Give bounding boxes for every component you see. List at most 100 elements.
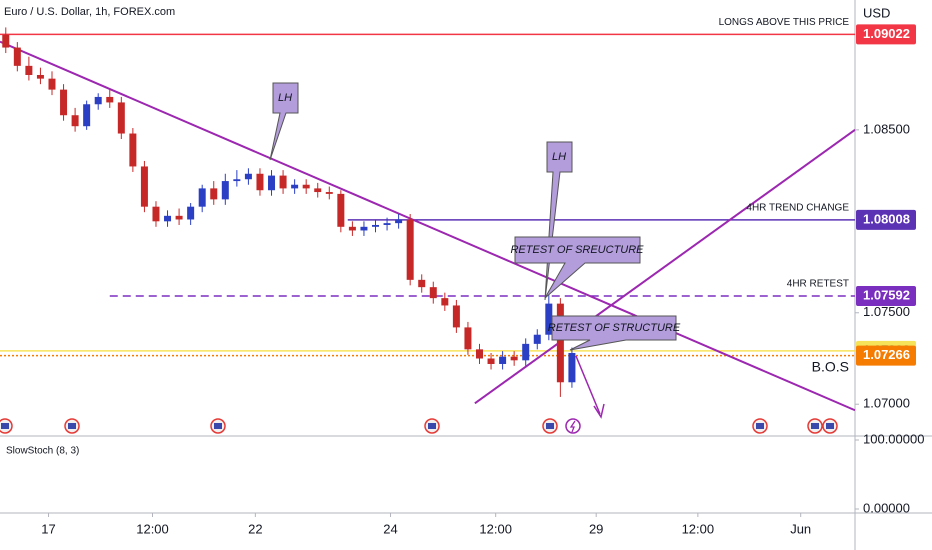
candle-body xyxy=(441,298,449,306)
candle-body xyxy=(48,78,56,90)
candle-body xyxy=(337,193,345,227)
annotation: LH xyxy=(278,92,292,104)
candle-body xyxy=(487,358,495,364)
callout-shape xyxy=(544,141,573,301)
x-tick-label: 24 xyxy=(383,521,397,536)
candle-body xyxy=(36,74,44,79)
price-badge xyxy=(856,209,916,230)
level-label: 4HR RETEST xyxy=(787,279,849,290)
candle-body xyxy=(83,104,91,127)
callout-shape xyxy=(514,236,641,299)
candle-body xyxy=(140,166,148,207)
callout-retest-2: RETEST OF STRUCTURE xyxy=(548,315,681,351)
candle-body xyxy=(545,303,553,335)
candle-body xyxy=(175,215,183,220)
candle-body xyxy=(522,343,530,361)
candle-body xyxy=(13,47,21,66)
callout-lh-2: LH xyxy=(544,141,573,301)
callout-shape xyxy=(269,82,299,161)
indicator-name: SlowStoch (8, 3) xyxy=(6,446,79,457)
callout-lh-1: LH xyxy=(269,82,299,161)
currency-label: USD xyxy=(863,5,890,20)
chart-title: Euro / U.S. Dollar, 1h, FOREX.com xyxy=(4,6,175,18)
candle-body xyxy=(556,303,564,383)
candle-body xyxy=(499,356,507,364)
price-badge xyxy=(856,285,916,306)
candle-body xyxy=(510,356,518,361)
x-tick-label: 22 xyxy=(248,521,262,536)
candle-body xyxy=(164,215,172,222)
candle-body xyxy=(198,188,206,207)
candle-body xyxy=(325,192,333,194)
x-tick-label: 29 xyxy=(589,521,603,536)
x-tick-label: 17 xyxy=(41,521,55,536)
x-tick-label: 12:00 xyxy=(682,521,715,536)
candle-body xyxy=(406,219,414,280)
y-tick-label: 1.07000 xyxy=(863,396,910,411)
trendline xyxy=(0,40,856,412)
price-badge xyxy=(856,345,916,366)
arrow xyxy=(575,355,605,419)
candle-body xyxy=(221,181,229,200)
price-badge-label: 1.07592 xyxy=(863,287,910,302)
candle-body xyxy=(314,188,322,193)
event-flag xyxy=(1,423,9,429)
annotation: LH xyxy=(552,151,566,163)
callout-shape xyxy=(551,315,677,351)
candle-body xyxy=(106,96,114,103)
candle-body xyxy=(533,334,541,344)
candle-body xyxy=(372,224,380,227)
indicator-tick-label: 100.00000 xyxy=(863,431,924,446)
candle-body xyxy=(268,175,276,191)
candle-body xyxy=(244,173,252,180)
candle-body xyxy=(210,188,218,200)
event-flag xyxy=(756,423,764,429)
event-icon xyxy=(565,418,581,434)
y-tick-label: 1.08500 xyxy=(863,121,910,136)
candle-body xyxy=(2,34,10,48)
candle-body xyxy=(568,353,576,383)
price-badge xyxy=(856,24,916,45)
candle-body xyxy=(60,89,68,116)
price-badge-label: 1.09022 xyxy=(863,26,910,41)
candle-body xyxy=(187,206,195,220)
candle-body xyxy=(429,287,437,299)
candle-body xyxy=(25,65,33,75)
candle-body xyxy=(256,173,264,191)
arrow-line xyxy=(575,355,601,415)
annotation: RETEST OF STRUCTURE xyxy=(548,322,681,334)
candle-body xyxy=(360,226,368,231)
price-badge-label: 1.08008 xyxy=(863,211,910,226)
candle-body xyxy=(348,226,356,231)
event-flag xyxy=(826,423,834,429)
candle-body xyxy=(279,175,287,189)
plot-area xyxy=(0,27,856,412)
event-flag xyxy=(811,423,819,429)
candle-body xyxy=(464,327,472,350)
callout-retest-1: RETEST OF SREUCTURE xyxy=(510,236,644,299)
trendline xyxy=(474,129,856,405)
candle-body xyxy=(418,279,426,288)
candle-body xyxy=(452,305,460,328)
price-badge-label: 1.07266 xyxy=(863,347,910,362)
candle-body xyxy=(94,96,102,105)
event-bolt xyxy=(569,420,576,433)
candle-body xyxy=(152,206,160,222)
candle-body xyxy=(117,102,125,134)
candle-body xyxy=(233,179,241,182)
indicator-tick-label: 0.00000 xyxy=(863,500,910,515)
level-label: LONGS ABOVE THIS PRICE xyxy=(719,17,850,28)
candle-body xyxy=(475,349,483,359)
candle-body xyxy=(395,219,403,224)
candle-body xyxy=(291,184,299,189)
candle-body xyxy=(129,133,137,167)
x-tick-label: Jun xyxy=(790,521,811,536)
y-tick-label: 1.07500 xyxy=(863,304,910,319)
event-flag xyxy=(428,423,436,429)
level-label: 4HR TREND CHANGE xyxy=(746,202,849,213)
x-tick-label: 12:00 xyxy=(136,521,169,536)
arrow-head xyxy=(593,403,605,419)
event-flag xyxy=(68,423,76,429)
